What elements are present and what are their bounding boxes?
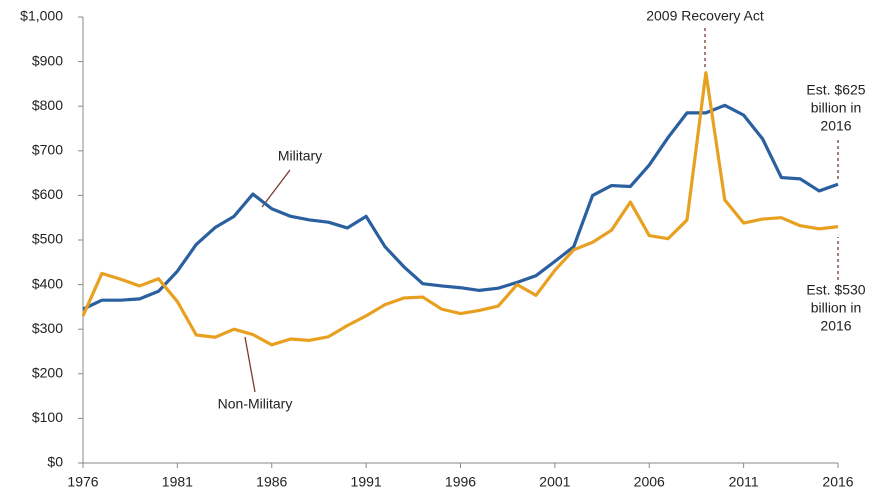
x-tick-label: 2001 bbox=[539, 474, 570, 490]
leader-lines bbox=[244, 28, 839, 393]
y-tick-label: $400 bbox=[32, 275, 63, 291]
y-tick-label: $900 bbox=[32, 52, 63, 68]
x-tick-label: 2011 bbox=[729, 474, 759, 490]
non-military-leader bbox=[244, 336, 256, 393]
x-tick-label: 1981 bbox=[162, 474, 193, 490]
x-tick-label: 2016 bbox=[822, 474, 853, 490]
y-tick-label: $500 bbox=[32, 231, 63, 247]
annotation: billion in bbox=[811, 300, 862, 316]
annotation: Non-Military bbox=[218, 396, 293, 412]
y-tick-label: $600 bbox=[32, 186, 63, 202]
y-tick-label: $200 bbox=[32, 365, 63, 381]
military-leader bbox=[261, 169, 291, 208]
annotation: Est. $625 bbox=[806, 82, 865, 98]
annotation: 2016 bbox=[820, 318, 851, 334]
series-line bbox=[81, 71, 839, 347]
annotation: 2009 Recovery Act bbox=[646, 8, 764, 24]
x-tick-label: 2006 bbox=[634, 474, 665, 490]
y-tick-label: $300 bbox=[32, 320, 63, 336]
y-tick-label: $700 bbox=[32, 142, 63, 158]
annotation: Military bbox=[278, 148, 322, 164]
annotation: 2016 bbox=[820, 118, 851, 134]
x-tick-label: 1976 bbox=[67, 474, 98, 490]
x-tick-label: 1996 bbox=[445, 474, 476, 490]
annotation: Est. $530 bbox=[806, 282, 865, 298]
annotation: billion in bbox=[811, 100, 862, 116]
x-tick-label: 1991 bbox=[351, 474, 382, 490]
y-tick-label: $1,000 bbox=[20, 8, 63, 24]
series-line bbox=[82, 103, 839, 311]
y-tick-label: $100 bbox=[32, 409, 63, 425]
y-tick-label: $0 bbox=[47, 454, 63, 470]
y-tick-label: $800 bbox=[32, 97, 63, 113]
x-tick-label: 1986 bbox=[256, 474, 287, 490]
